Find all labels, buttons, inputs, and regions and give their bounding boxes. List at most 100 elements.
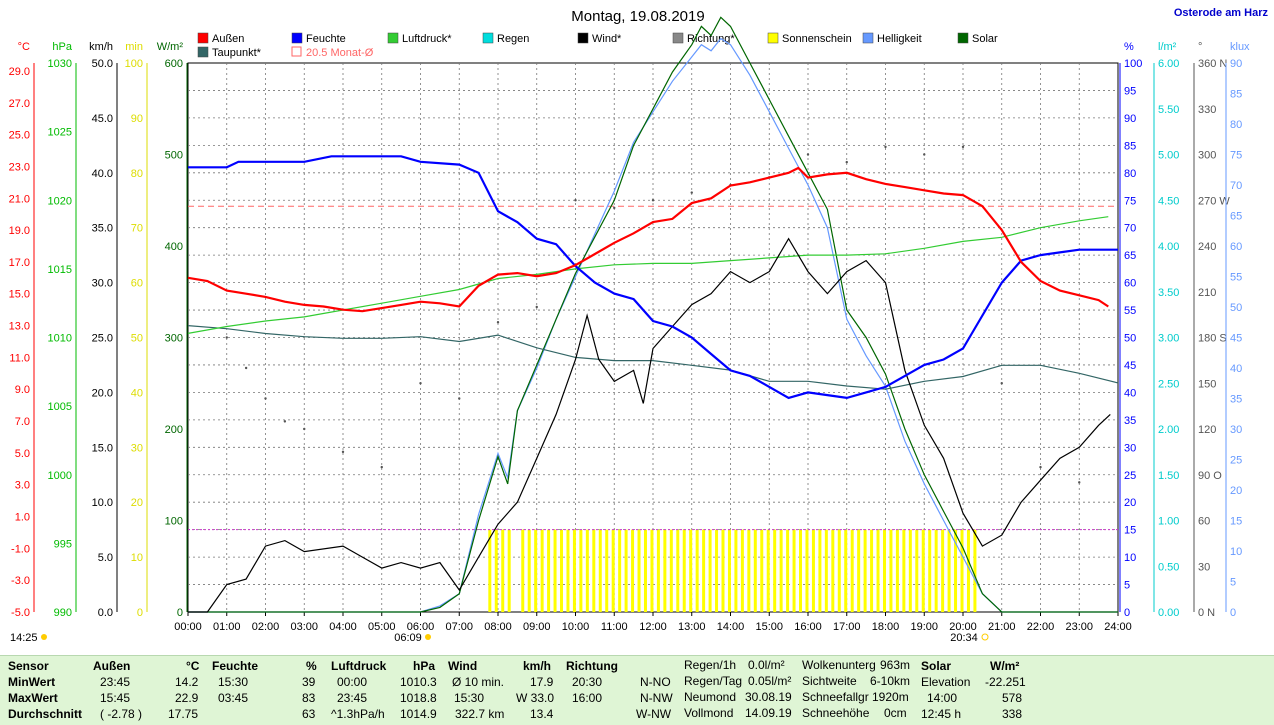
right-axis-unit: % <box>1124 41 1134 53</box>
x-tick-label: 19:00 <box>910 621 938 633</box>
right-axis-tick-label: 40 <box>1230 363 1242 375</box>
left-axis-tick-label: 30.0 <box>92 278 113 290</box>
right-axis-tick-label: 150 <box>1198 378 1216 390</box>
left-axis-tick-label: 21.0 <box>9 193 30 205</box>
sunshine-bar <box>870 529 874 612</box>
right-axis-tick-label: 90 <box>1124 113 1136 125</box>
sichtweite-label: Sichtweite <box>802 674 857 688</box>
right-axis-tick-label: 90 O <box>1198 470 1222 482</box>
sunshine-bar <box>689 529 693 612</box>
richtung-max-time: 16:00 <box>572 691 603 705</box>
sunshine-bar <box>605 529 609 612</box>
x-tick-label: 18:00 <box>872 621 900 633</box>
sunshine-bar <box>882 529 886 612</box>
sensor-row-avg: Durchschnitt <box>8 707 83 721</box>
sunshine-bar <box>857 529 861 612</box>
left-axis-tick-label: 400 <box>165 241 183 253</box>
wind-header: Wind <box>448 659 478 673</box>
right-axis-tick-label: 5 <box>1124 580 1130 592</box>
left-axis-tick-label: 1005 <box>48 401 72 413</box>
right-axis-tick-label: 20 <box>1124 497 1136 509</box>
x-tick-label: 02:00 <box>252 621 280 633</box>
right-axis-tick-label: 35 <box>1230 394 1242 406</box>
direction-dot <box>496 321 500 324</box>
sunshine-bar <box>844 529 848 612</box>
right-axis-tick-label: 120 <box>1198 424 1216 436</box>
sunshine-bar <box>572 529 576 612</box>
sunshine-bar <box>928 529 932 612</box>
right-axis-tick-label: 2.50 <box>1158 378 1179 390</box>
sunshine-bar <box>973 529 977 612</box>
left-axis-tick-label: 35.0 <box>92 223 113 235</box>
right-axis-tick-label: 55 <box>1230 272 1242 284</box>
right-axis-tick-label: 1.00 <box>1158 516 1179 528</box>
legend-label: Sonnenschein <box>782 33 852 45</box>
right-axis-tick-label: 85 <box>1230 89 1242 101</box>
right-axis-tick-label: 30 <box>1230 424 1242 436</box>
left-axis-tick-label: 30 <box>131 442 143 454</box>
sunshine-bar <box>695 529 699 612</box>
solar-elev-label: Elevation <box>921 675 971 689</box>
left-axis-tick-label: 23.0 <box>9 161 30 173</box>
sunrise-label: 06:09 <box>394 632 422 644</box>
left-axis-tick-label: 100 <box>125 58 143 70</box>
sunshine-bar <box>702 529 706 612</box>
right-axis-tick-label: 60 <box>1230 241 1242 253</box>
sunshine-bar <box>773 529 777 612</box>
right-axis-tick-label: 0.00 <box>1158 607 1179 619</box>
weather-chart: 00:00 01:00 02:00 03:00 04:00 05:00 06:00 07:00… <box>9 7 1269 644</box>
right-axis-tick-label: 85 <box>1124 140 1136 152</box>
sunset-icon <box>981 633 989 641</box>
sunshine-bar <box>547 529 551 612</box>
legend-label: Helligkeit <box>877 33 922 45</box>
sunshine-bar <box>656 529 660 612</box>
left-axis-tick-label: 3.0 <box>15 480 30 492</box>
wolkenunterg-val: 963m <box>880 658 911 672</box>
series-line-solar <box>188 16 1118 613</box>
left-axis-tick-label: 11.0 <box>9 352 30 364</box>
right-axis-tick-label: 20 <box>1230 485 1242 497</box>
right-axis-tick-label: 30 <box>1124 442 1136 454</box>
x-tick-label: 17:00 <box>833 621 861 633</box>
sunshine-bar <box>663 529 667 612</box>
right-axis-tick-label: 180 S <box>1198 333 1227 345</box>
right-axis-tick-label: 1.50 <box>1158 470 1179 482</box>
right-axis-tick-label: 6.00 <box>1158 58 1179 70</box>
x-tick-label: 07:00 <box>445 621 473 633</box>
sunshine-bar <box>540 529 544 612</box>
direction-dot <box>303 427 306 431</box>
aussen-max-time: 15:45 <box>100 691 131 705</box>
right-axis-tick-label: 25 <box>1230 455 1242 467</box>
richtung-header: Richtung <box>566 659 618 673</box>
direction-dot <box>225 336 228 339</box>
x-tick-label: 08:00 <box>484 621 512 633</box>
location-label: Osterode am Harz <box>1174 7 1269 19</box>
current-time-sun-icon <box>41 634 47 640</box>
sunshine-bar <box>876 529 880 612</box>
sunshine-bar <box>553 529 557 612</box>
aussen-min-val: 14.2 <box>175 675 199 689</box>
x-tick-label: 22:00 <box>1027 621 1055 633</box>
schneehoehe-val: 0cm <box>884 706 907 720</box>
feuchte-max-val: 83 <box>302 691 316 705</box>
left-axis-tick-label: -5.0 <box>11 607 30 619</box>
x-tick-label: 10:00 <box>562 621 590 633</box>
regen-tag-val: 0.05l/m² <box>748 674 792 688</box>
left-axis-tick-label: 600 <box>165 58 183 70</box>
direction-dot <box>613 206 616 210</box>
x-tick-label: 00:00 <box>174 621 202 633</box>
left-axis-tick-label: 20 <box>131 497 143 509</box>
sunshine-bar <box>708 529 712 612</box>
right-axis-tick-label: 270 W <box>1198 195 1230 207</box>
x-tick-label: 03:00 <box>290 621 318 633</box>
legend-swatch <box>577 32 589 44</box>
aussen-max-val: 22.9 <box>175 691 199 705</box>
x-tick-label: 24:00 <box>1104 621 1132 633</box>
left-axis-tick-label: 1000 <box>48 470 72 482</box>
sunshine-bar <box>740 529 744 612</box>
sunshine-bar <box>908 529 912 612</box>
right-axis-tick-label: 15 <box>1230 516 1242 528</box>
sunshine-bar <box>831 529 835 612</box>
right-axis-tick-label: 65 <box>1230 211 1242 223</box>
left-axis-tick-label: 1020 <box>48 195 72 207</box>
